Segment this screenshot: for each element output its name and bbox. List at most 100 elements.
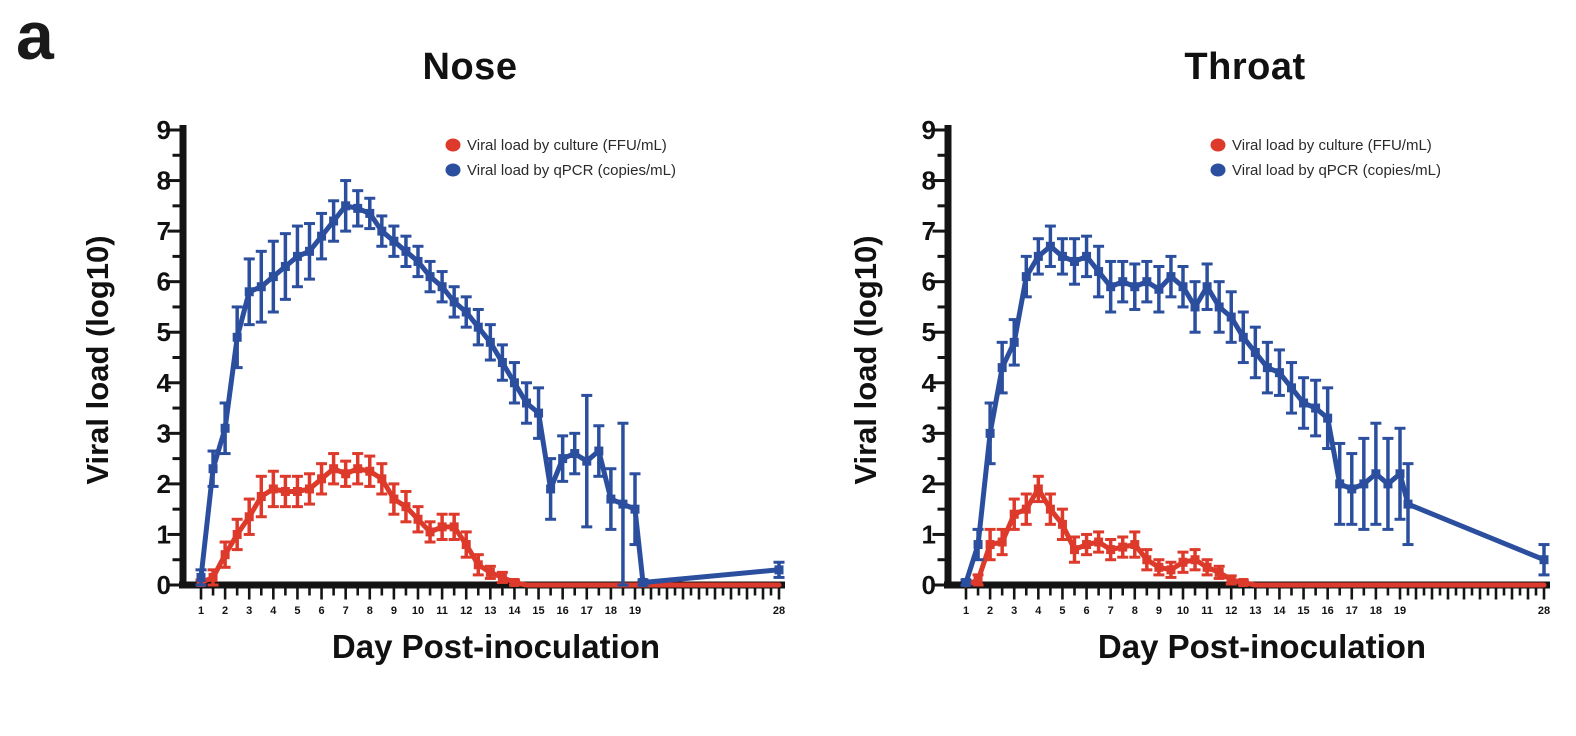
nose-qpcr-point-day-6.5 xyxy=(329,216,339,226)
throat-qpcr-point-day-1.5 xyxy=(973,540,983,550)
nose-qpcr-point-day-16 xyxy=(558,454,568,464)
nose-culture-point-day-12.5 xyxy=(473,560,483,570)
throat-culture-point-day-8.5 xyxy=(1142,555,1152,565)
throat-qpcr-point-day-12.5 xyxy=(1238,332,1248,342)
throat-culture-point-day-12.5 xyxy=(1238,577,1248,587)
nose-qpcr-point-day-12.5 xyxy=(473,322,483,332)
throat-xtick-5: 5 xyxy=(1059,605,1065,617)
throat-qpcr-point-day-16.5 xyxy=(1335,479,1345,489)
throat-qpcr-point-day-17.5 xyxy=(1359,479,1369,489)
throat-culture-point-day-7 xyxy=(1106,545,1116,555)
nose-xtick-18: 18 xyxy=(605,605,617,617)
nose-culture-point-day-1.5 xyxy=(208,572,218,582)
throat-xtick-7: 7 xyxy=(1108,605,1114,617)
throat-ytick-7: 7 xyxy=(922,216,936,246)
throat-culture-point-day-7.5 xyxy=(1118,542,1128,552)
nose-xtick-4: 4 xyxy=(270,605,277,617)
nose-xtick-12: 12 xyxy=(460,605,472,617)
throat-ytick-4: 4 xyxy=(922,368,937,398)
nose-qpcr-point-day-5.5 xyxy=(305,246,314,256)
nose-xtick-14: 14 xyxy=(508,605,521,617)
nose-qpcr-point-day-17.5 xyxy=(594,446,604,456)
nose-legend-dot-qpcr xyxy=(445,163,461,177)
nose-qpcr-point-day-15.5 xyxy=(546,484,556,494)
nose-culture-point-day-6.5 xyxy=(329,464,339,474)
nose-xtick-19: 19 xyxy=(629,605,641,617)
throat-ytick-2: 2 xyxy=(922,469,936,499)
nose-qpcr-point-day-16.5 xyxy=(570,449,580,459)
throat-culture-series xyxy=(963,474,1547,588)
nose-ytick-2: 2 xyxy=(157,469,171,499)
nose-culture-point-day-5 xyxy=(292,486,302,496)
throat-qpcr-series xyxy=(960,224,1550,587)
nose-culture-point-day-2 xyxy=(220,550,230,560)
throat-culture-point-day-5 xyxy=(1057,519,1067,529)
nose-qpcr-point-day-19 xyxy=(630,504,640,514)
throat-culture-point-day-9 xyxy=(1154,562,1164,572)
throat-ytick-0: 0 xyxy=(922,570,936,600)
throat-qpcr-point-day-19 xyxy=(1395,469,1405,479)
nose-chart-title: Nose xyxy=(422,46,518,88)
nose-xtick-7: 7 xyxy=(343,605,349,617)
throat-qpcr-point-day-2 xyxy=(985,428,995,438)
throat-qpcr-point-day-10.5 xyxy=(1190,302,1200,312)
nose-qpcr-point-day-18.5 xyxy=(618,499,628,509)
throat-qpcr-point-day-5 xyxy=(1057,251,1067,261)
nose-qpcr-point-day-4 xyxy=(268,272,278,282)
nose-ytick-3: 3 xyxy=(157,418,171,448)
nose-legend-label-culture: Viral load by culture (FFU/mL) xyxy=(467,137,667,154)
throat-xtick-16: 16 xyxy=(1322,605,1334,617)
nose-culture-point-day-10 xyxy=(413,514,423,524)
nose-ytick-9: 9 xyxy=(157,115,171,145)
throat-xtick-12: 12 xyxy=(1225,605,1237,617)
throat-qpcr-point-day-10 xyxy=(1178,282,1188,292)
nose-xtick-16: 16 xyxy=(557,605,569,617)
nose-culture-series xyxy=(195,452,782,588)
nose-legend-label-qpcr: Viral load by qPCR (copies/mL) xyxy=(467,162,676,179)
throat-culture-point-day-12 xyxy=(1226,575,1236,585)
throat-qpcr-point-day-13 xyxy=(1250,347,1260,357)
nose-culture-point-day-9.5 xyxy=(401,502,411,512)
throat-legend-dot-qpcr xyxy=(1210,163,1226,177)
nose-ytick-6: 6 xyxy=(157,267,171,297)
nose-legend-dot-culture xyxy=(445,138,461,152)
nose-qpcr-point-day-4.5 xyxy=(280,262,290,271)
nose-ytick-7: 7 xyxy=(157,216,171,246)
nose-qpcr-point-day-11 xyxy=(437,282,447,292)
throat-qpcr-point-day-2.5 xyxy=(997,363,1007,373)
nose-culture-point-day-8.5 xyxy=(377,474,387,484)
throat-qpcr-point-day-18 xyxy=(1371,469,1381,479)
throat-qpcr-point-day-14 xyxy=(1274,368,1284,378)
nose-culture-point-day-10.5 xyxy=(425,527,435,537)
nose-qpcr-point-day-3 xyxy=(244,287,254,297)
throat-xtick-4: 4 xyxy=(1035,605,1042,617)
nose-xtick-3: 3 xyxy=(246,605,252,617)
throat-qpcr-point-day-28 xyxy=(1539,555,1549,565)
nose-culture-point-day-5.5 xyxy=(305,484,314,494)
throat-qpcr-point-day-15.5 xyxy=(1311,403,1321,413)
nose-qpcr-point-day-3.5 xyxy=(256,282,266,292)
throat-axes: 1 2 3 4 5 6 7 8 9 10 11 12 13 14 15 16 17 18 19 28012345678… xyxy=(922,115,1551,617)
throat-xtick-3: 3 xyxy=(1011,605,1017,617)
nose-culture-point-day-7 xyxy=(341,469,351,479)
nose-culture-point-day-3.5 xyxy=(256,492,266,502)
throat-xtick-2: 2 xyxy=(987,605,993,617)
throat-qpcr-point-day-7 xyxy=(1106,282,1116,292)
throat-qpcr-point-day-13.5 xyxy=(1262,363,1272,373)
throat-xtick-28: 28 xyxy=(1538,605,1550,617)
throat-x-axis-label: Day Post-inoculation xyxy=(1097,628,1427,665)
throat-qpcr-point-day-12 xyxy=(1226,312,1236,322)
nose-culture-point-day-9 xyxy=(389,494,399,504)
throat-qpcr-point-day-16 xyxy=(1323,413,1333,423)
nose-axes: 1 2 3 4 5 6 7 8 9 10 11 12 13 14 15 16 17 18 19 28012345678… xyxy=(157,115,786,617)
throat-culture-point-day-11 xyxy=(1202,562,1212,572)
nose-qpcr-point-day-7 xyxy=(341,201,351,211)
throat-qpcr-point-day-19.5 xyxy=(1403,499,1413,509)
nose-culture-point-day-3 xyxy=(244,512,254,522)
throat-qpcr-point-day-6 xyxy=(1082,251,1092,261)
nose-qpcr-point-day-12 xyxy=(461,307,471,317)
throat-qpcr-point-day-3.5 xyxy=(1021,272,1031,282)
nose-qpcr-point-day-10 xyxy=(413,256,423,266)
nose-qpcr-point-day-8.5 xyxy=(377,226,387,236)
